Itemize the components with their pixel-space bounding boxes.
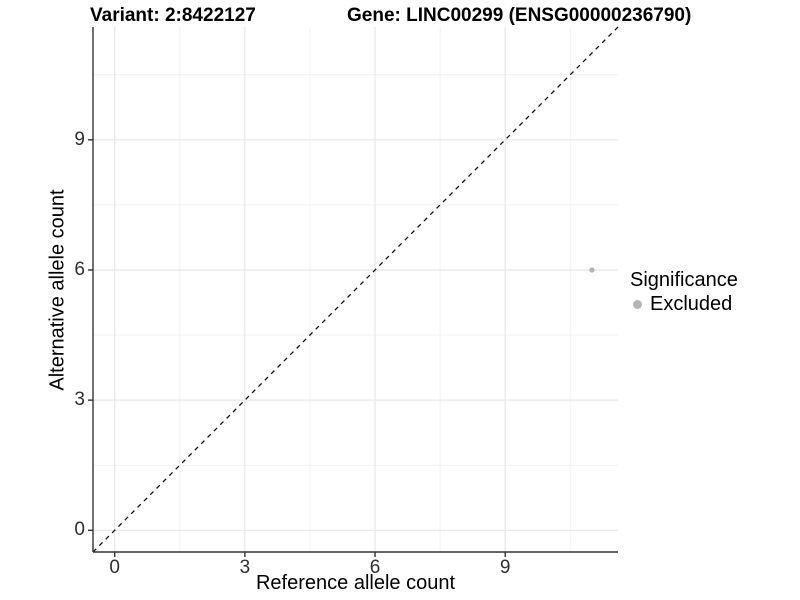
identity-reference-line xyxy=(92,26,619,553)
data-point xyxy=(589,267,595,273)
y-tick-label: 6 xyxy=(74,258,85,280)
legend-key-dot-icon xyxy=(633,299,642,309)
x-tick-label: 0 xyxy=(109,557,120,578)
x-tick-label: 6 xyxy=(369,557,381,578)
legend-item-label: Excluded xyxy=(650,292,733,315)
y-tick-label: 0 xyxy=(74,519,85,541)
gene-title: Gene: LINC00299 (ENSG00000236790) xyxy=(347,5,692,26)
x-tick-label: 9 xyxy=(499,557,511,578)
identity-line xyxy=(92,26,619,553)
major-gridlines xyxy=(93,27,618,552)
y-tick-label: 3 xyxy=(74,389,85,411)
legend-items: Excluded xyxy=(630,292,738,316)
legend-item: Excluded xyxy=(633,292,738,316)
data-points xyxy=(589,267,595,273)
y-axis-title: Alternative allele count xyxy=(46,189,69,391)
x-tick-label: 3 xyxy=(239,557,251,578)
axis-tick-marks xyxy=(88,139,506,557)
axis-lines xyxy=(92,27,618,553)
minor-gridlines xyxy=(93,27,618,552)
legend: Significance Excluded xyxy=(630,268,738,316)
x-axis-title: Reference allele count xyxy=(255,572,455,594)
legend-title: Significance xyxy=(630,269,738,291)
y-tick-label: 9 xyxy=(74,128,85,150)
variant-title: Variant: 2:8422127 xyxy=(90,5,256,26)
